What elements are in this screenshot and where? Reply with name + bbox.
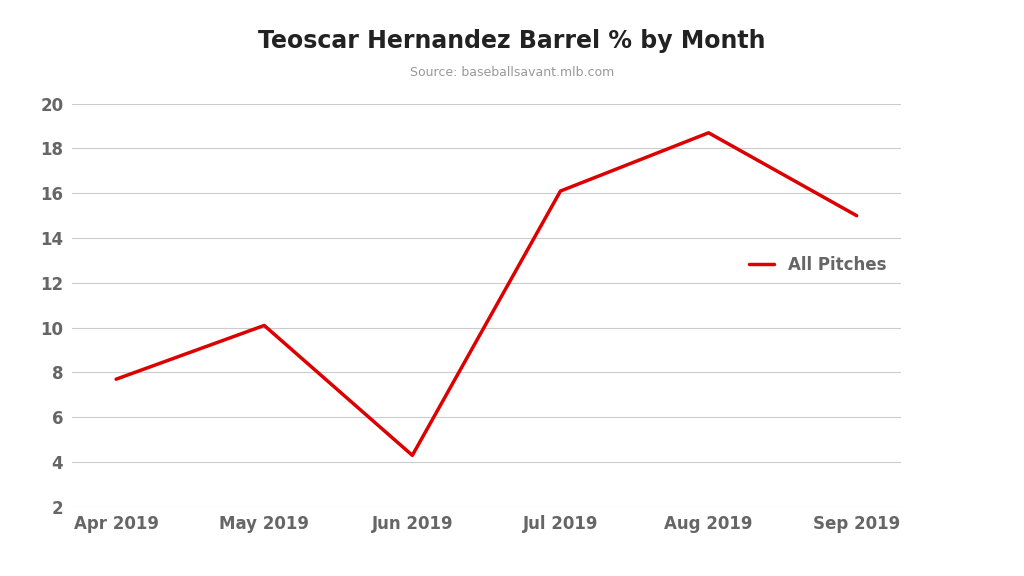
Line: All Pitches: All Pitches (116, 133, 857, 456)
Text: Teoscar Hernandez Barrel % by Month: Teoscar Hernandez Barrel % by Month (258, 29, 766, 53)
All Pitches (407, 452, 419, 459)
All Pitches (702, 130, 715, 137)
All Pitches (851, 212, 863, 219)
All Pitches (554, 188, 566, 195)
Legend: All Pitches: All Pitches (742, 249, 893, 281)
All Pitches (258, 322, 270, 329)
Text: Source: baseballsavant.mlb.com: Source: baseballsavant.mlb.com (410, 66, 614, 79)
All Pitches (110, 376, 122, 382)
